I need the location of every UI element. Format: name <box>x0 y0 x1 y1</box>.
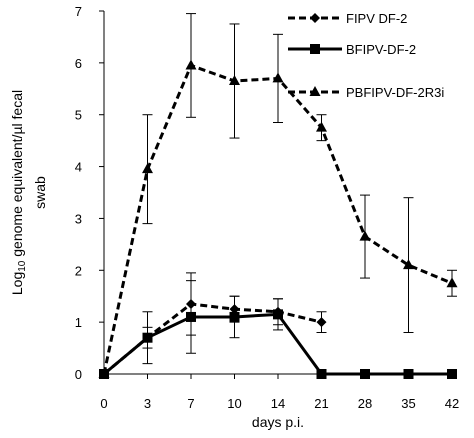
legend-item: PBFIPV-DF-2R3i <box>288 85 444 100</box>
y-tick-label: 7 <box>75 4 82 19</box>
y-tick-label: 4 <box>75 160 82 175</box>
x-tick-label: 7 <box>187 396 194 411</box>
x-tick-label: 3 <box>144 396 151 411</box>
data-point <box>446 277 458 288</box>
legend-marker <box>309 86 321 96</box>
data-point <box>360 369 370 379</box>
y-tick-label: 0 <box>75 367 82 382</box>
x-tick-group: 0 3 7 10 14 21 28 35 42 <box>100 374 459 411</box>
data-point <box>272 72 284 83</box>
data-point <box>359 230 371 241</box>
legend-item: FIPV DF-2 <box>288 11 407 26</box>
x-axis-title: days p.i. <box>252 414 304 430</box>
data-point <box>273 309 283 320</box>
data-point <box>229 311 240 322</box>
series-layer <box>98 13 458 379</box>
legend-label: FIPV DF-2 <box>346 11 407 26</box>
x-tick-label: 42 <box>445 396 459 411</box>
data-point <box>403 369 414 379</box>
legend-item: BFIPV-DF-2 <box>288 42 416 57</box>
y-axis-title-prefix: Log <box>9 272 25 295</box>
y-axis-title-line2: swab <box>32 176 48 209</box>
y-axis-title-line1: Log10 genome equivalent/µl fecal <box>9 90 28 295</box>
data-point <box>316 369 327 379</box>
x-tick-label: 10 <box>227 396 241 411</box>
legend-marker <box>310 44 320 54</box>
x-tick-label: 14 <box>271 396 285 411</box>
data-point <box>185 59 197 70</box>
y-tick-label: 1 <box>75 315 82 330</box>
y-axis-title-rest: genome equivalent/µl fecal <box>9 90 25 261</box>
data-point <box>316 317 327 328</box>
y-axis-title: Log10 genome equivalent/µl fecal swab <box>9 90 48 295</box>
data-point <box>186 311 196 322</box>
data-point <box>98 368 110 378</box>
data-point <box>229 75 240 86</box>
legend-label: BFIPV-DF-2 <box>346 42 416 57</box>
series-square <box>99 280 457 379</box>
series-line <box>103 302 322 376</box>
x-tick-label: 21 <box>314 396 328 411</box>
x-tick-label: 35 <box>401 396 415 411</box>
x-tick-label: 0 <box>100 396 107 411</box>
x-tick-label: 28 <box>358 396 372 411</box>
data-point <box>316 121 327 132</box>
y-tick-label: 5 <box>75 108 82 123</box>
y-axis-title-subscript: 10 <box>17 260 28 272</box>
y-tick-label: 2 <box>75 263 82 278</box>
data-point <box>142 332 153 343</box>
series-diamond <box>99 272 327 379</box>
y-tick-label: 3 <box>75 211 82 226</box>
y-tick-label: 6 <box>75 56 82 71</box>
data-point <box>403 259 414 270</box>
legend-label: PBFIPV-DF-2R3i <box>346 85 444 100</box>
legend: FIPV DF-2 BFIPV-DF-2 PBFIPV-DF-2R3i <box>288 11 444 100</box>
legend-marker <box>310 13 320 23</box>
y-tick-group: 0 1 2 3 4 5 6 7 <box>75 4 104 382</box>
data-point <box>447 369 457 379</box>
series-triangle <box>98 13 458 378</box>
data-point <box>142 163 153 174</box>
